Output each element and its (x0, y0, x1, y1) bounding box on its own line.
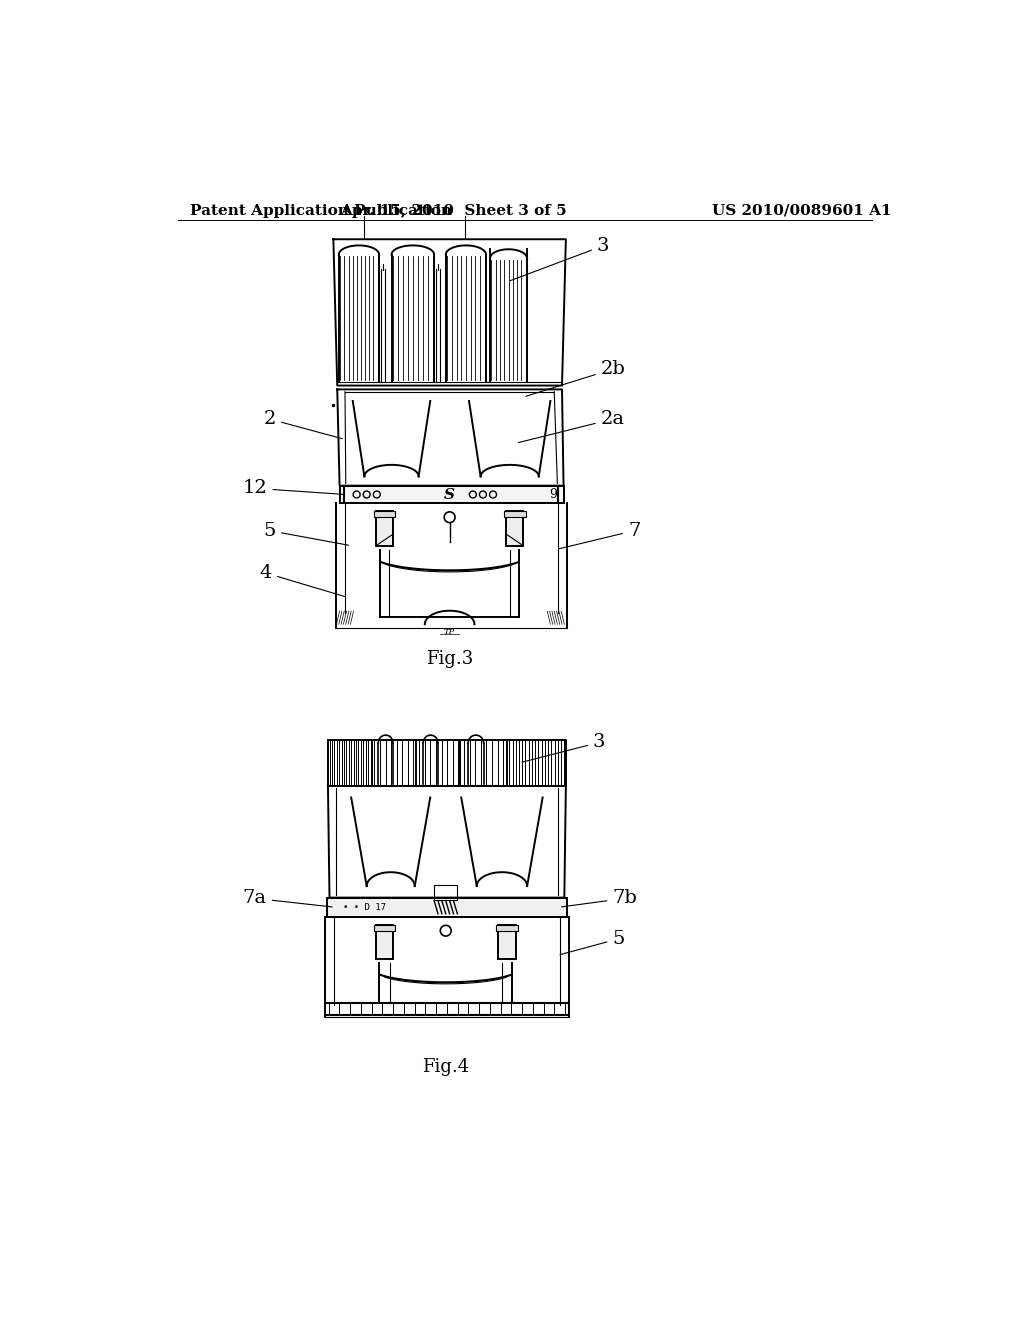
Text: 5: 5 (560, 929, 625, 954)
Text: 2a: 2a (518, 411, 625, 442)
Text: 9: 9 (549, 488, 557, 502)
Bar (434, 886, 458, 900)
Text: 2b: 2b (526, 360, 626, 396)
Bar (376, 924, 393, 960)
Text: 7b: 7b (561, 890, 637, 907)
Text: 7: 7 (558, 521, 640, 549)
Text: S: S (444, 487, 455, 502)
Bar (374, 924, 395, 931)
Text: 3: 3 (522, 734, 605, 762)
Text: Fig.4: Fig.4 (422, 1059, 469, 1076)
Text: 7a: 7a (243, 890, 332, 907)
Text: Apr. 15, 2010  Sheet 3 of 5: Apr. 15, 2010 Sheet 3 of 5 (340, 203, 567, 218)
Text: US 2010/0089601 A1: US 2010/0089601 A1 (713, 203, 892, 218)
Text: 2: 2 (263, 411, 342, 438)
Bar (496, 924, 518, 931)
Bar (506, 511, 523, 545)
Text: 12: 12 (243, 479, 343, 498)
Text: 3: 3 (510, 236, 609, 281)
Text: 5: 5 (263, 521, 348, 545)
Bar (340, 486, 563, 503)
Text: • • D 17: • • D 17 (343, 903, 386, 912)
Bar (504, 511, 525, 517)
Bar (374, 511, 395, 517)
Text: TP: TP (444, 628, 456, 636)
Bar (499, 924, 515, 960)
Bar (376, 511, 393, 545)
Bar (328, 898, 566, 917)
Text: 4: 4 (260, 564, 345, 597)
Text: Patent Application Publication: Patent Application Publication (190, 203, 452, 218)
Text: Fig.3: Fig.3 (426, 649, 473, 668)
